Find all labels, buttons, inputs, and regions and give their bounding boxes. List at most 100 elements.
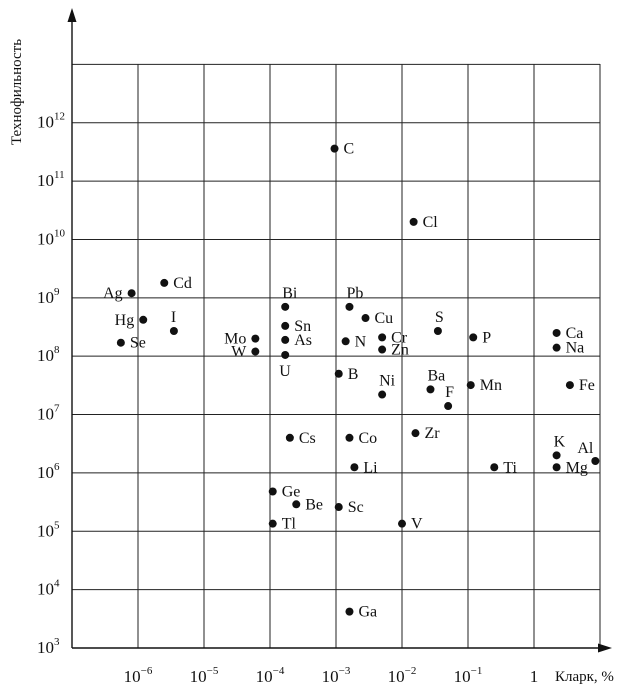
data-point-cl [409,217,418,226]
data-point-ti [490,463,499,472]
y-tick-label: 1012 [37,111,65,132]
y-tick-label: 106 [37,461,60,482]
data-point-li [350,463,359,472]
point-label-ge: Ge [282,484,301,501]
y-tick-label: 107 [37,403,60,424]
point-label-f: F [445,384,454,401]
point-label-ag: Ag [103,285,123,302]
x-tick-labels: 10−6 10−5 10−4 10−3 10−2 10−1 1 [124,665,539,686]
grid [72,63,601,648]
data-point-cd [160,278,169,287]
y-tick-label: 1011 [37,169,65,190]
data-point-zn [378,345,387,354]
point-label-u: U [279,363,291,380]
y-tick-label: 104 [37,578,60,599]
y-tick-label: 1010 [37,227,66,248]
point-label-b: B [348,366,359,383]
point-label-i: I [171,309,176,326]
point-label-ca: Ca [566,325,584,342]
point-label-al: Al [577,440,594,457]
data-point-cu [361,314,370,323]
point-label-na: Na [566,340,585,357]
x-tick-label: 10−1 [454,665,483,686]
x-tick-label: 10−4 [256,665,285,686]
data-point-pb [345,302,354,311]
point-label-as: As [294,332,312,349]
x-tick-label: 1 [530,667,539,686]
point-label-be: Be [305,496,323,513]
x-tick-label: 10−5 [190,665,219,686]
data-point-as [281,335,290,344]
point-label-fe: Fe [579,377,595,394]
point-label-se: Se [130,335,146,352]
y-tick-label: 108 [37,344,60,365]
data-point-fe [565,381,574,390]
point-label-s: S [435,309,444,326]
y-tick-label: 105 [37,519,60,540]
point-label-c: C [344,141,355,158]
data-point-sn [281,321,290,330]
point-label-zn: Zn [391,342,409,359]
data-point-ba [426,385,435,394]
point-label-mo: Mo [224,331,246,348]
data-point-mo [251,334,260,343]
point-label-sc: Sc [348,499,364,516]
x-tick-label: 10−3 [322,665,351,686]
data-point-bi [281,302,290,311]
x-tick-label: 10−6 [124,665,153,686]
data-point-mn [466,381,475,390]
y-tick-label: 109 [37,286,60,307]
data-point-i [169,327,178,336]
data-point-al [591,456,600,465]
data-point-ca [552,328,561,337]
point-label-k: K [554,433,566,450]
data-point-p [469,333,478,342]
point-label-pb: Pb [346,285,363,302]
data-point-tl [268,519,277,528]
data-point-f [444,402,453,411]
point-label-cd: Cd [173,275,192,292]
y-tick-label: 103 [37,636,60,657]
data-point-n [341,337,350,346]
data-point-zr [411,429,420,438]
data-point-w [251,347,260,356]
data-point-se [116,338,125,347]
y-axis-arrow [67,8,77,22]
point-label-ni: Ni [379,373,396,390]
point-label-cr: Cr [391,329,408,346]
data-point-cr [378,333,387,342]
point-label-w: W [231,344,247,361]
point-label-ga: Ga [358,604,377,621]
point-label-hg: Hg [115,312,135,329]
data-point-mg [552,463,561,472]
point-label-ti: Ti [503,459,517,476]
point-label-li: Li [363,459,378,476]
point-label-mg: Mg [566,459,588,476]
data-point-b [334,369,343,378]
point-label-co: Co [358,430,377,447]
x-axis-label: Кларк, % [555,669,614,685]
data-point-ag [127,289,136,298]
y-tick-labels: 103 104 105 106 107 108 109 1010 1011 1012 [37,111,66,657]
point-label-tl: Tl [282,516,297,533]
point-label-cl: Cl [423,214,439,231]
point-label-n: N [355,333,367,350]
point-label-zr: Zr [424,425,440,442]
point-label-mn: Mn [480,377,502,394]
data-point-k [552,451,561,460]
y-axis-label: Технофильность [9,39,25,145]
data-point-sc [334,503,343,512]
data-point-na [552,343,561,352]
point-label-p: P [482,329,491,346]
data-point-hg [139,315,148,324]
data-point-ni [378,390,387,399]
point-label-bi: Bi [282,285,298,302]
point-label-v: V [411,516,423,533]
x-axis-arrow [598,643,612,653]
data-point-u [281,350,290,359]
data-point-s [433,327,442,336]
data-point-cs [285,433,294,442]
data-point-be [292,500,301,509]
point-label-cu: Cu [375,310,394,327]
data-points: C Cl Ag Cd Bi Pb Hg I Sn Cu S Ca Se Mo As N Cr P W Zn Na U B Ba… [103,141,600,621]
